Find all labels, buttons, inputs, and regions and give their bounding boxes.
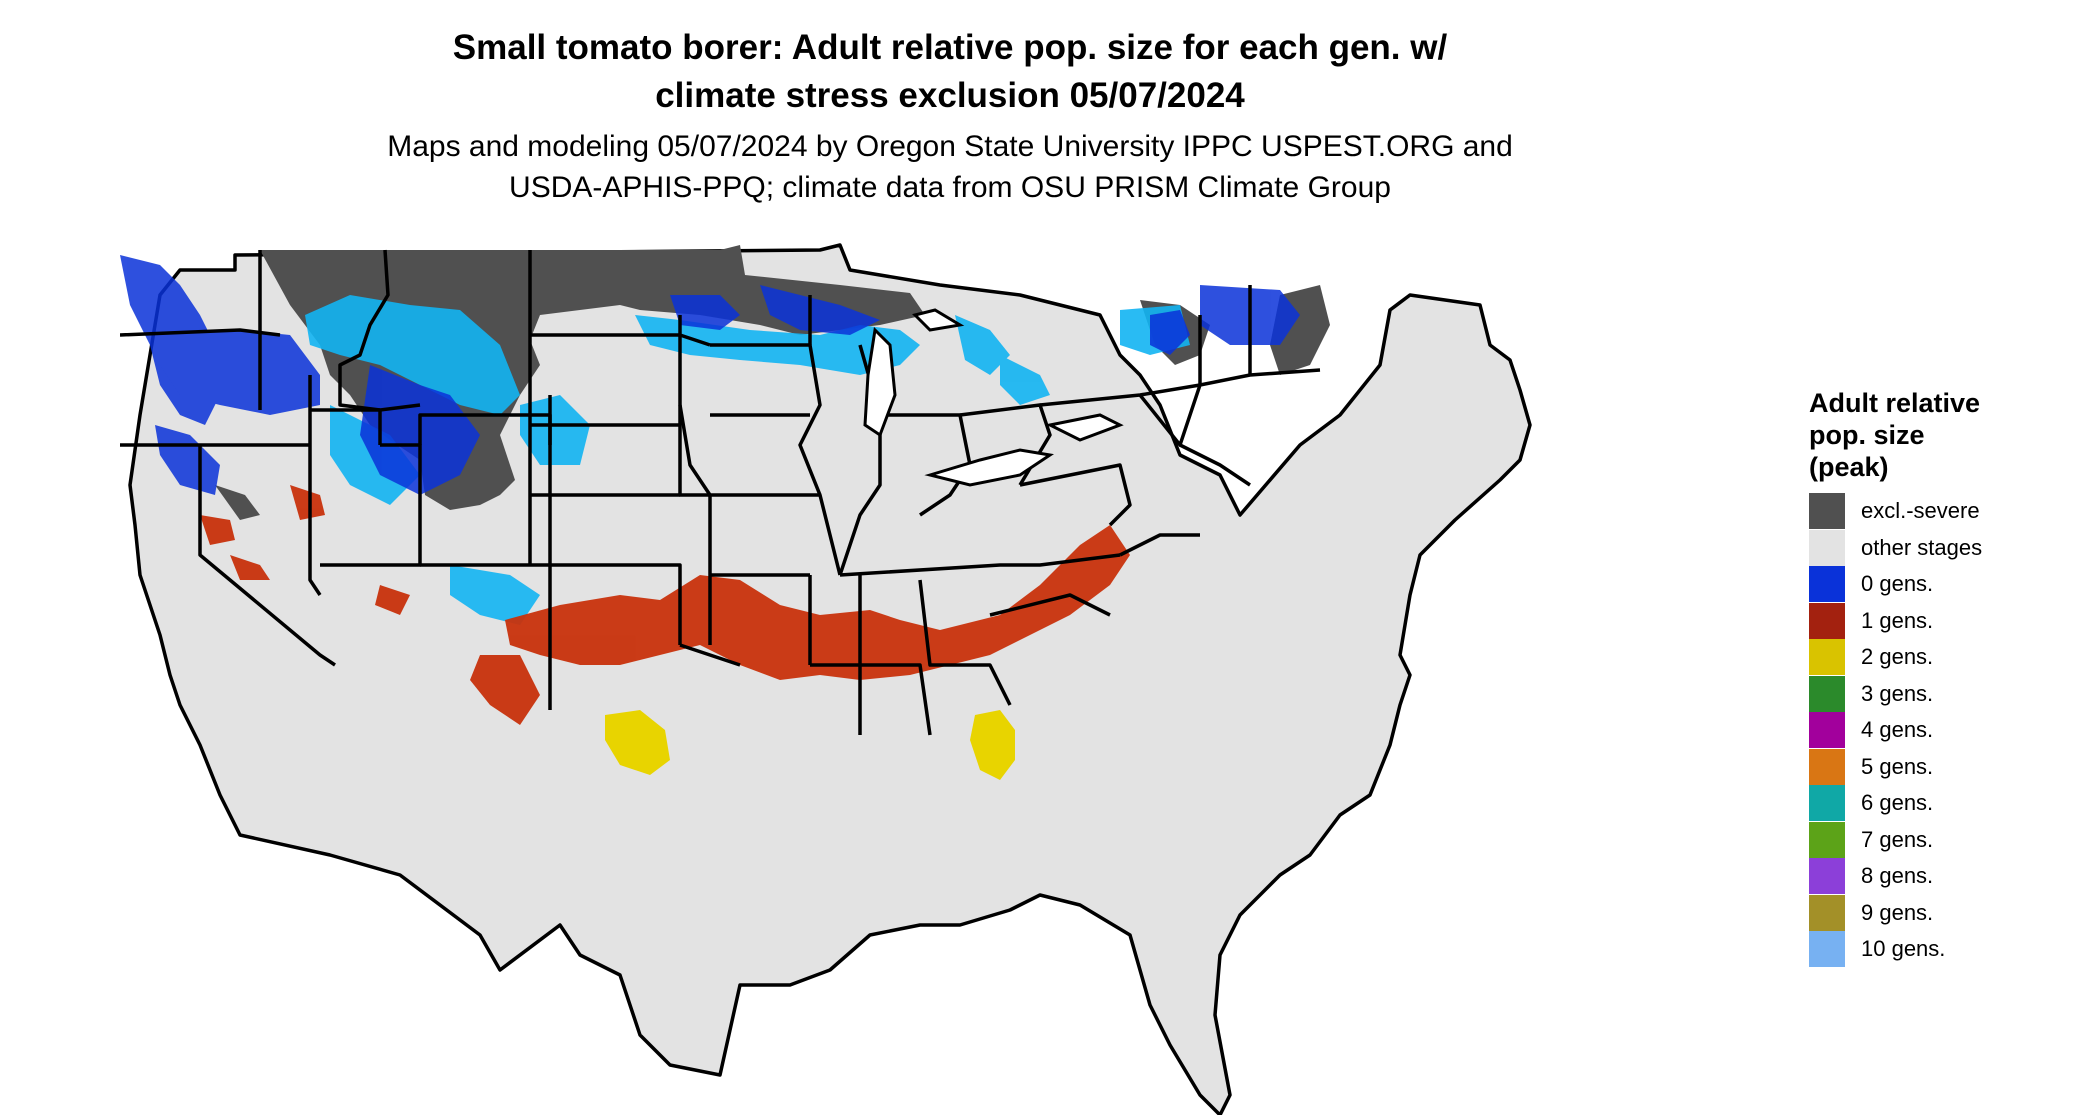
legend-title-line-3: (peak): [1809, 452, 1889, 482]
map-title: Small tomato borer: Adult relative pop. …: [300, 24, 1600, 120]
legend: Adult relative pop. size (peak) excl.-se…: [1809, 387, 2069, 968]
legend-item: 9 gens.: [1809, 894, 2069, 932]
legend-swatch: [1809, 602, 1845, 639]
legend-item: other stages: [1809, 529, 2069, 567]
legend-swatch: [1809, 529, 1845, 566]
legend-label: 4 gens.: [1861, 717, 1934, 743]
state-borders: [120, 249, 1321, 736]
legend-title: Adult relative pop. size (peak): [1809, 387, 2069, 483]
legend-label: 2 gens.: [1861, 644, 1934, 670]
legend-item: 6 gens.: [1809, 785, 2069, 822]
legend-item: 5 gens.: [1809, 748, 2069, 786]
legend-item: 10 gens.: [1809, 931, 2069, 968]
legend-label: 5 gens.: [1861, 753, 1934, 779]
legend-swatch: [1809, 931, 1845, 968]
legend-title-line-2: pop. size: [1809, 420, 1925, 450]
title-line-1: Small tomato borer: Adult relative pop. …: [452, 28, 1448, 67]
subtitle-line-2: USDA-APHIS-PPQ; climate data from OSU PR…: [509, 171, 1391, 204]
map-subtitle: Maps and modeling 05/07/2024 by Oregon S…: [300, 126, 1600, 208]
red-one-gen-zones: [200, 485, 1130, 725]
legend-label: 6 gens.: [1861, 790, 1934, 816]
legend-label: 7 gens.: [1861, 826, 1934, 852]
legend-label: 3 gens.: [1861, 680, 1934, 706]
us-map: [120, 243, 1532, 1115]
legend-item: 1 gens.: [1809, 602, 2069, 640]
legend-title-line-1: Adult relative: [1809, 388, 1981, 418]
legend-item: 7 gens.: [1809, 821, 2069, 859]
legend-rows: excl.-severe other stages 0 gens. 1 gens. 2 …: [1809, 493, 2069, 968]
legend-swatch: [1809, 675, 1845, 712]
legend-swatch: [1809, 785, 1845, 822]
yellow-two-gen-zones: [605, 710, 1015, 780]
legend-swatch: [1809, 712, 1845, 749]
subtitle-line-1: Maps and modeling 05/07/2024 by Oregon S…: [387, 130, 1513, 163]
legend-item: 3 gens.: [1809, 675, 2069, 713]
legend-item: 4 gens.: [1809, 712, 2069, 749]
legend-label: other stages: [1861, 534, 1983, 560]
legend-label: 1 gens.: [1861, 607, 1934, 633]
legend-item: 8 gens.: [1809, 858, 2069, 895]
legend-item: 0 gens.: [1809, 566, 2069, 603]
legend-swatch: [1809, 821, 1845, 858]
legend-label: 8 gens.: [1861, 863, 1934, 889]
legend-item: excl.-severe: [1809, 493, 2069, 530]
blue-zones: [120, 255, 1300, 495]
legend-swatch: [1809, 639, 1845, 676]
title-line-2: climate stress exclusion 05/07/2024: [655, 76, 1245, 115]
legend-label: excl.-severe: [1861, 498, 1980, 524]
legend-swatch: [1809, 748, 1845, 785]
legend-label: 9 gens.: [1861, 899, 1934, 925]
legend-label: 0 gens.: [1861, 571, 1934, 597]
legend-swatch: [1809, 493, 1845, 530]
legend-swatch: [1809, 894, 1845, 931]
legend-label: 10 gens.: [1861, 936, 1946, 962]
great-lakes: [863, 308, 1124, 487]
legend-item: 2 gens.: [1809, 639, 2069, 676]
legend-swatch: [1809, 566, 1845, 603]
legend-swatch: [1809, 858, 1845, 895]
